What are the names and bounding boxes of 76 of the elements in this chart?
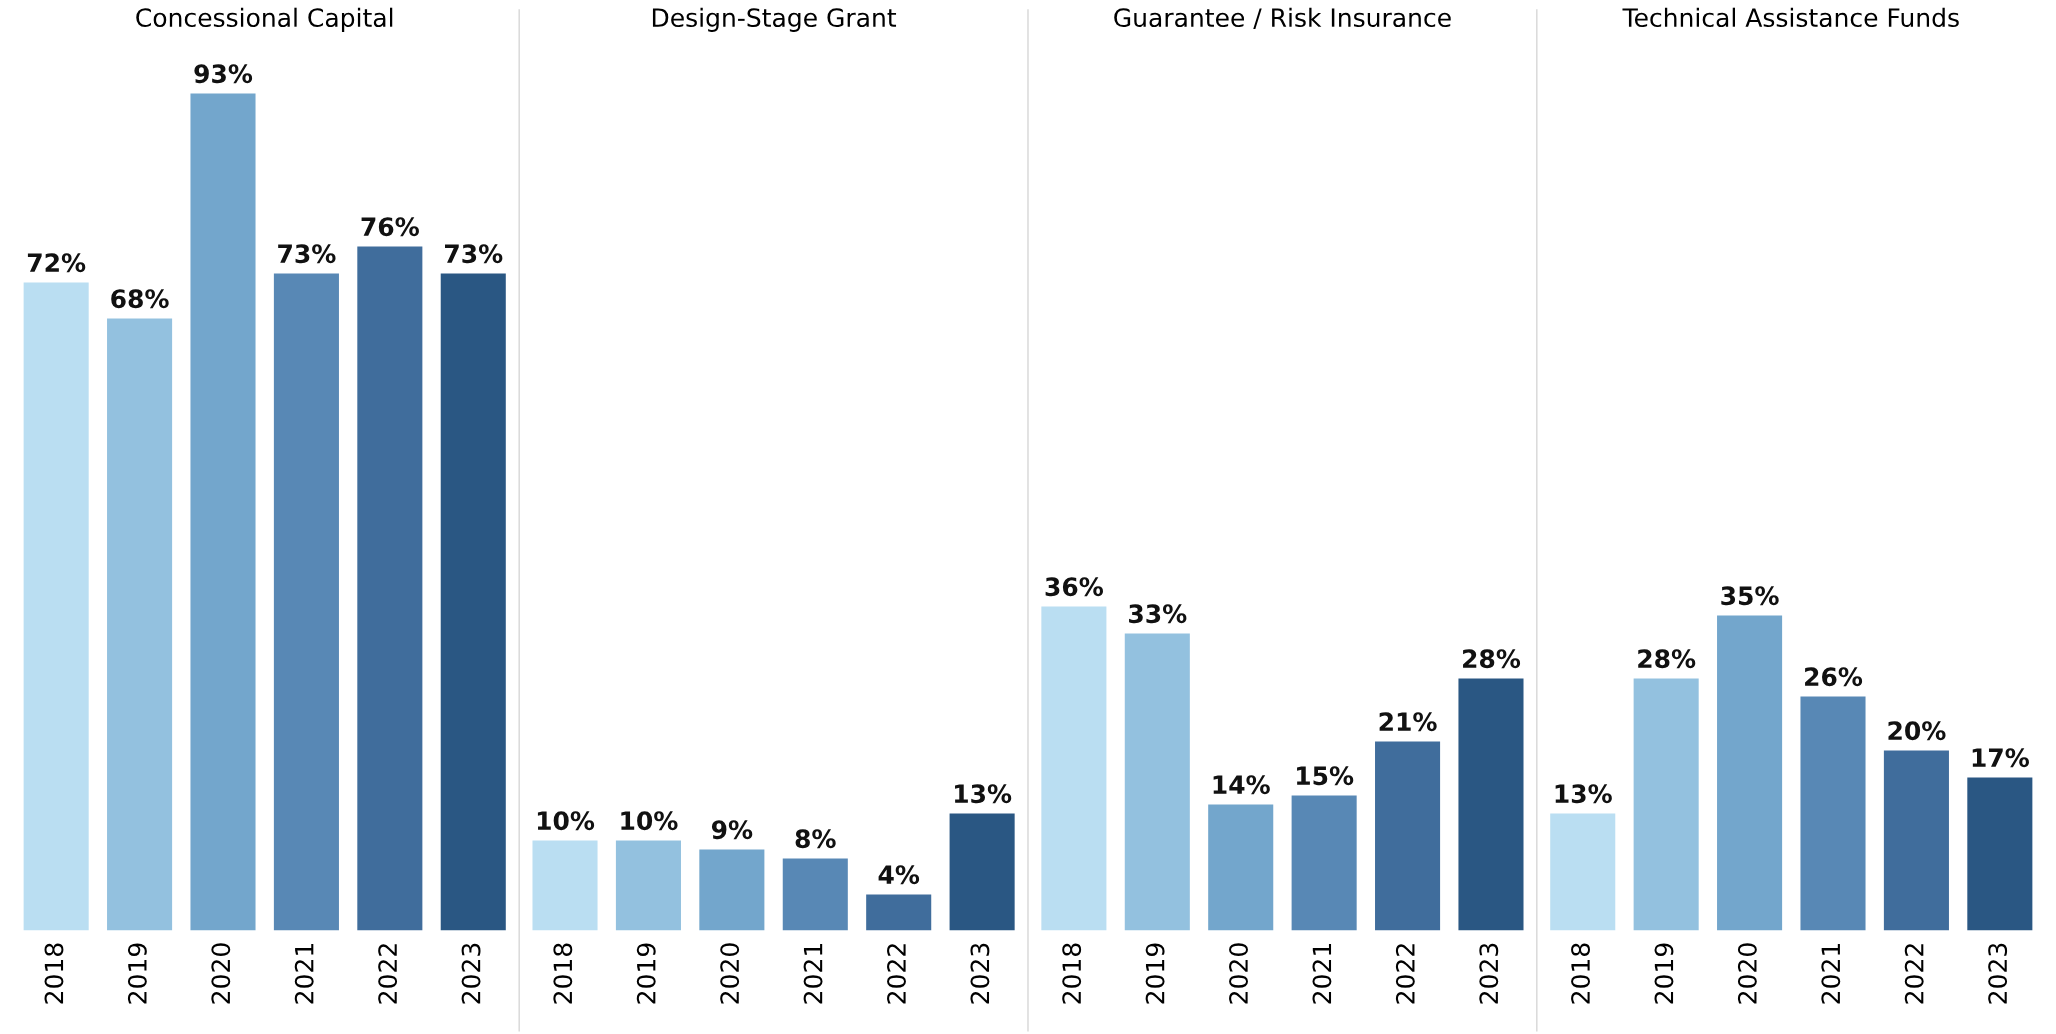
x-tick-label: 2022 bbox=[378, 944, 398, 1004]
bar bbox=[1883, 750, 1949, 931]
data-label: 10% bbox=[621, 811, 678, 831]
data-label: 9% bbox=[711, 820, 753, 840]
bar bbox=[107, 318, 173, 931]
bar bbox=[782, 858, 848, 931]
data-label: 20% bbox=[1888, 721, 1946, 741]
data-label: 33% bbox=[1129, 604, 1187, 624]
data-label: 17% bbox=[1972, 748, 2029, 768]
chart-title: Technical Assistance Funds bbox=[1622, 7, 1959, 28]
data-label: 93% bbox=[194, 64, 253, 84]
x-tick-label: 2021 bbox=[1312, 944, 1332, 1004]
chart-title: Guarantee / Risk Insurance bbox=[1114, 7, 1451, 30]
x-tick-label: 2019 bbox=[127, 943, 147, 1004]
data-label: 4% bbox=[878, 865, 920, 885]
data-label: 68% bbox=[111, 289, 169, 309]
x-tick-label: 2021 bbox=[294, 944, 314, 1004]
bar bbox=[699, 849, 765, 931]
data-label: 21% bbox=[1379, 712, 1437, 732]
bar bbox=[1208, 804, 1274, 931]
x-tick-label: 2018 bbox=[44, 943, 64, 1004]
data-label: 10% bbox=[537, 811, 595, 831]
data-label: 76% bbox=[361, 217, 419, 237]
x-tick-label: 2019 bbox=[1145, 943, 1165, 1004]
data-label: 28% bbox=[1463, 649, 1521, 669]
x-tick-label: 2018 bbox=[1062, 943, 1082, 1004]
x-tick-label: 2023 bbox=[970, 943, 990, 1004]
bar bbox=[615, 840, 681, 931]
bar bbox=[1550, 813, 1616, 931]
bar bbox=[23, 282, 89, 931]
x-tick-label: 2023 bbox=[1988, 943, 2008, 1004]
data-label: 28% bbox=[1638, 649, 1696, 669]
bar bbox=[1041, 606, 1107, 931]
bar bbox=[1458, 678, 1524, 931]
data-label: 35% bbox=[1721, 586, 1779, 606]
bar bbox=[273, 273, 339, 931]
chart-title: Design-Stage Grant bbox=[652, 7, 897, 32]
bar bbox=[1717, 615, 1783, 931]
x-tick-label: 2020 bbox=[1737, 943, 1757, 1004]
data-label: 73% bbox=[445, 244, 503, 264]
data-label: 26% bbox=[1805, 667, 1863, 687]
bar bbox=[1375, 741, 1441, 931]
x-tick-label: 2018 bbox=[1571, 943, 1590, 1004]
bar bbox=[532, 840, 598, 931]
bar bbox=[1124, 633, 1190, 931]
bar bbox=[1800, 696, 1866, 931]
data-label: 13% bbox=[1555, 784, 1612, 804]
x-tick-label: 2023 bbox=[461, 943, 481, 1004]
x-tick-label: 2019 bbox=[1654, 943, 1674, 1004]
bar bbox=[1967, 777, 2033, 931]
bar bbox=[357, 246, 423, 931]
bar bbox=[1291, 795, 1357, 931]
x-tick-label: 2022 bbox=[1904, 944, 1924, 1004]
x-tick-label: 2020 bbox=[211, 943, 231, 1004]
x-tick-label: 2022 bbox=[1395, 944, 1415, 1004]
data-label: 72% bbox=[27, 253, 86, 273]
bar bbox=[949, 813, 1015, 931]
bar bbox=[190, 93, 256, 931]
data-label: 8% bbox=[795, 829, 836, 849]
x-tick-label: 2020 bbox=[720, 943, 740, 1004]
x-tick-label: 2020 bbox=[1229, 943, 1248, 1004]
data-label: 13% bbox=[955, 784, 1012, 804]
x-tick-label: 2022 bbox=[887, 944, 906, 1004]
x-tick-label: 2018 bbox=[553, 943, 573, 1004]
data-label: 36% bbox=[1045, 577, 1103, 597]
x-tick-label: 2021 bbox=[1821, 944, 1841, 1004]
x-tick-label: 2019 bbox=[636, 943, 656, 1004]
data-label: 15% bbox=[1297, 766, 1354, 786]
bar bbox=[1633, 678, 1699, 931]
x-tick-label: 2023 bbox=[1479, 943, 1499, 1004]
x-tick-label: 2021 bbox=[803, 944, 823, 1004]
chart-title: Concessional Capital bbox=[136, 7, 393, 32]
data-label: 14% bbox=[1213, 775, 1270, 795]
bar bbox=[866, 894, 932, 931]
data-label: 73% bbox=[278, 244, 336, 264]
bar bbox=[440, 273, 506, 931]
